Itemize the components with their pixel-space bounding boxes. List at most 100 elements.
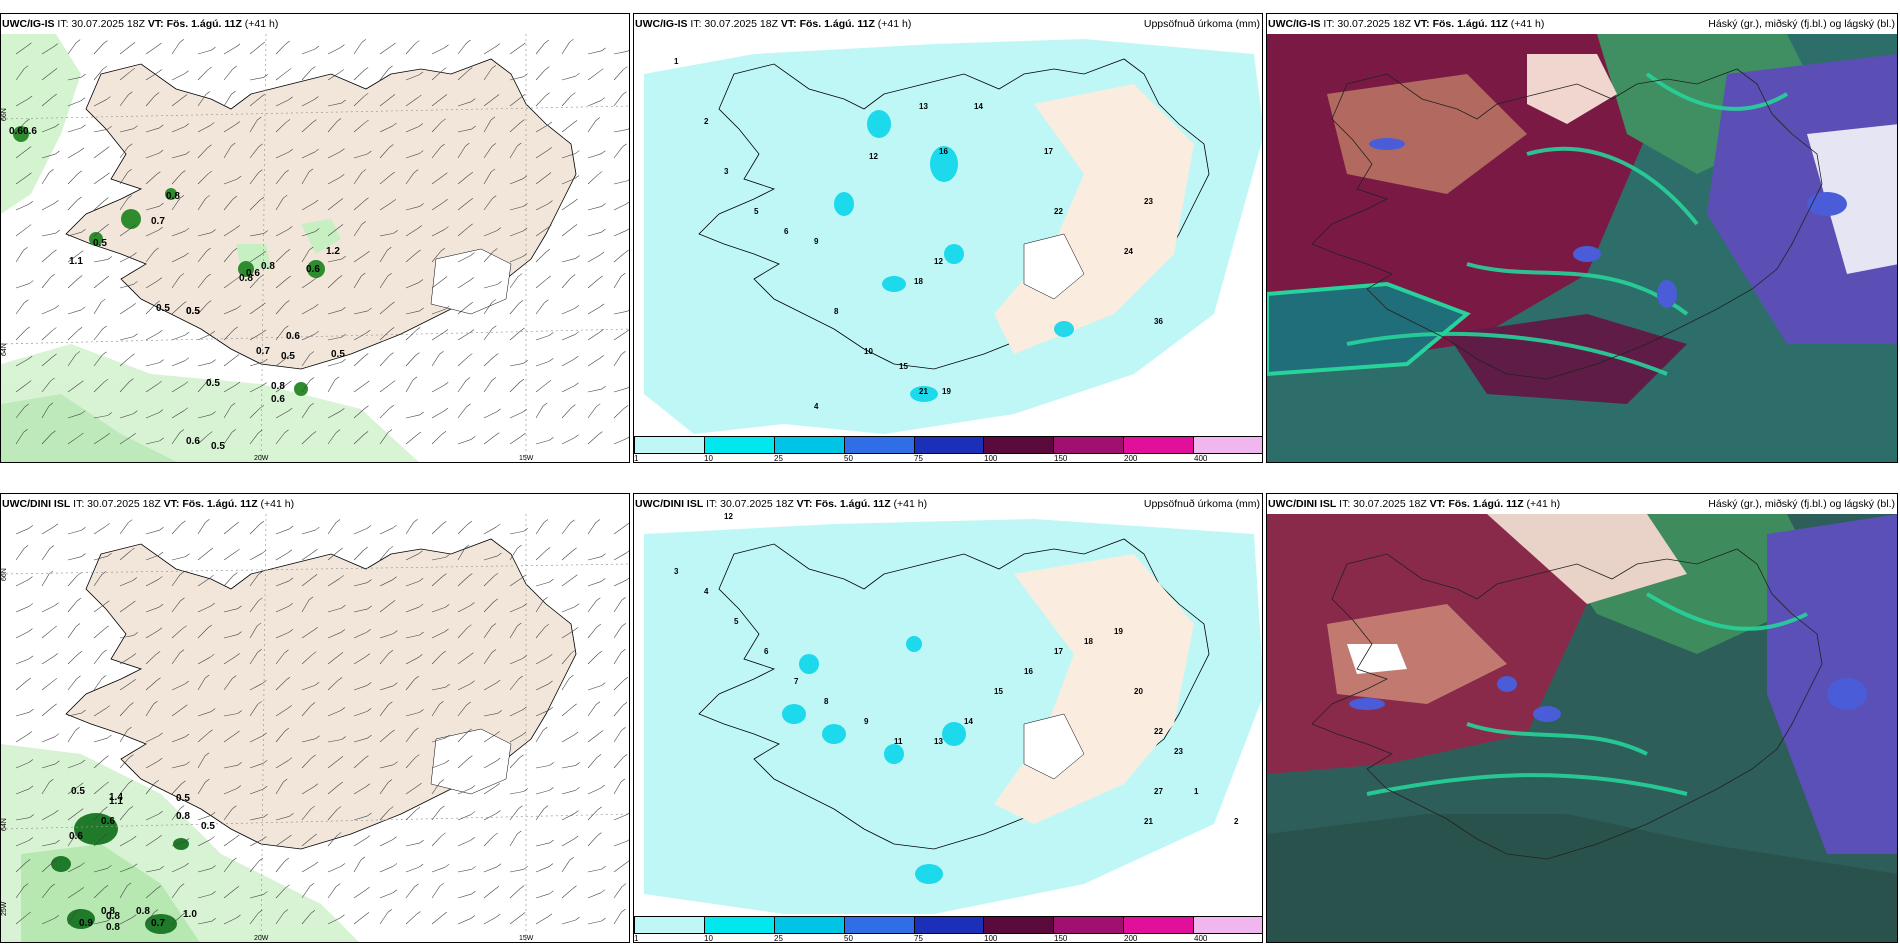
wind-barb-tick (284, 429, 289, 434)
wind-barb (587, 306, 601, 315)
wind-barb (483, 411, 497, 419)
wind-barb-tick (127, 726, 132, 731)
wind-barb (301, 630, 314, 639)
wind-barb-tick (365, 250, 370, 255)
panel-header: UWC/DINI ISL IT: 30.07.2025 18Z VT: Fös.… (635, 498, 1260, 510)
wind-barb-tick (620, 778, 626, 783)
wind-barb-tick (133, 281, 138, 285)
wind-barb-tick (159, 202, 164, 207)
colorbar-tick: 25 (774, 934, 783, 943)
wind-barb (15, 383, 28, 393)
wind-barb (171, 198, 181, 211)
wind-barb (405, 866, 420, 873)
wind-barb (223, 308, 237, 315)
wind-barb (41, 706, 53, 717)
wind-barb (145, 303, 156, 315)
wind-barb-tick (311, 754, 316, 759)
wind-barb-tick (627, 386, 629, 389)
wind-barb-tick (467, 624, 472, 628)
wind-barb-tick (234, 354, 240, 358)
wind-barb (483, 171, 492, 185)
wind-barb (405, 634, 420, 639)
wind-barb-tick (517, 273, 523, 277)
wind-barb-tick (77, 196, 82, 201)
wind-barb (67, 529, 82, 535)
map-value-label: 20 (1134, 687, 1143, 696)
map-value-label: 0.8 (261, 261, 275, 272)
wind-barb (93, 226, 106, 237)
wind-barb (431, 835, 442, 847)
wind-barb-tick (626, 812, 629, 815)
wind-barb (353, 310, 368, 315)
wind-barb (327, 578, 340, 587)
wind-barb (379, 704, 389, 717)
wind-barb (301, 99, 315, 107)
wind-barb-tick (621, 623, 626, 627)
wind-barb (327, 72, 340, 81)
wind-barb-tick (340, 914, 345, 918)
wind-barb-tick (543, 596, 548, 601)
wind-barb-tick (205, 518, 210, 523)
wind-barb-tick (545, 66, 550, 70)
wind-barb (171, 808, 181, 821)
wind-barb-tick (284, 325, 289, 329)
wind-barb (535, 656, 549, 665)
wind-barb-tick (182, 911, 187, 916)
wind-barb-tick (158, 576, 163, 580)
map-value-label: 0.6 (69, 831, 83, 842)
wind-barb-tick (621, 908, 626, 913)
wind-barb (93, 836, 105, 847)
wind-barb-tick (210, 836, 215, 840)
wind-barb (197, 522, 206, 535)
wind-barb-tick (388, 649, 394, 654)
wind-barb-tick (158, 810, 163, 815)
wind-barb-tick (521, 574, 526, 579)
wind-barb (561, 334, 576, 341)
wind-barb-tick (523, 203, 528, 207)
wind-barb (613, 252, 625, 263)
map-value-label: 14 (974, 102, 983, 111)
wind-barb-tick (51, 430, 56, 434)
wind-barb (119, 381, 130, 393)
wind-barb-tick (55, 839, 60, 844)
wind-barb-tick (392, 836, 397, 840)
wind-barb-tick (390, 729, 395, 734)
wind-barb-tick (367, 734, 372, 739)
wind-barb-tick (157, 627, 163, 632)
wind-barb (613, 600, 622, 613)
wind-barb (535, 893, 550, 899)
wind-barb (15, 528, 29, 535)
wind-barb-tick (391, 199, 396, 203)
wind-barb-tick (289, 813, 294, 817)
wind-barb-tick (419, 150, 424, 154)
wind-barb-tick (419, 839, 424, 844)
wind-barb (431, 433, 443, 445)
wind-barb (353, 528, 368, 535)
wind-barb-tick (132, 252, 137, 256)
wind-barb-tick (206, 247, 211, 252)
wind-barb-tick (50, 883, 55, 888)
wind-barb (353, 172, 363, 185)
wind-barb (93, 43, 104, 55)
wind-barb (171, 255, 185, 263)
wind-barb (587, 835, 598, 847)
wind-barb (379, 732, 391, 743)
wind-barb-tick (157, 277, 163, 281)
wind-barb-tick (387, 273, 392, 277)
wind-barb-tick (106, 96, 111, 100)
wind-barb (249, 146, 259, 159)
wind-barb (275, 99, 289, 107)
wind-barb-tick (211, 917, 216, 922)
wind-barb-tick (471, 890, 476, 895)
wind-barb (197, 605, 211, 613)
colorbar-tick: 150 (1054, 934, 1068, 943)
wind-barb-tick (596, 403, 601, 407)
map-value-label: 5 (734, 617, 739, 626)
wind-barb-tick (131, 653, 137, 657)
wind-barb (561, 201, 574, 211)
wind-barb (327, 680, 339, 691)
wind-barb (509, 808, 519, 821)
wind-barb-tick (571, 92, 576, 96)
wind-barb-tick (184, 70, 189, 75)
wind-barb (535, 150, 548, 159)
